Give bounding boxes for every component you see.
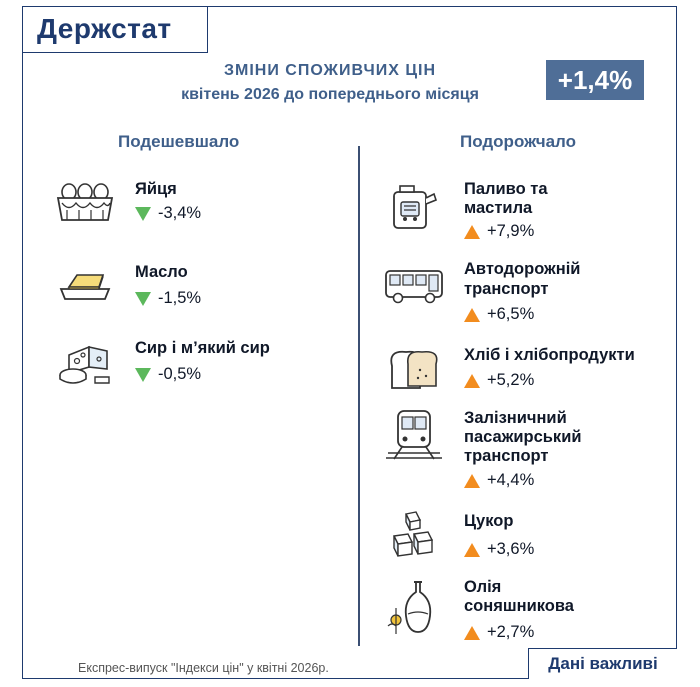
up-arrow-icon — [464, 625, 480, 640]
list-item-butter: Масло -1,5% — [55, 261, 315, 311]
down-arrow-icon — [135, 206, 151, 221]
item-value: -3,4% — [135, 204, 201, 223]
item-value: +7,9% — [464, 222, 534, 241]
right-column-heading: Подорожчало — [460, 132, 577, 151]
page-title: ЗМІНИ СПОЖИВЧИХ ЦІН — [223, 62, 437, 79]
infographic-frame — [22, 6, 677, 679]
item-value: +3,6% — [464, 540, 534, 559]
left-column-heading: Подешевшало — [118, 132, 240, 151]
item-name: Паливо та мастила — [464, 180, 548, 217]
total-change-badge: +1,4% — [546, 60, 644, 100]
up-arrow-icon — [464, 224, 480, 239]
item-value: +6,5% — [464, 305, 534, 324]
oil-icon — [384, 578, 444, 634]
sugar-icon — [384, 510, 444, 560]
cheese-icon — [55, 337, 115, 387]
list-item-train: Залізничний пасажирський транспорт +4,4% — [384, 409, 674, 491]
down-arrow-icon — [135, 291, 151, 306]
up-arrow-icon — [464, 373, 480, 388]
item-name: Олія соняшникова — [464, 578, 574, 615]
item-name: Масло — [135, 263, 188, 281]
list-item-oil: Олія соняшникова +2,7% — [384, 578, 674, 642]
down-arrow-icon — [135, 367, 151, 382]
list-item-cheese: Сир і м’який сир -0,5% — [55, 337, 325, 387]
item-value: -1,5% — [135, 289, 201, 308]
item-name: Цукор — [464, 512, 514, 530]
up-arrow-icon — [464, 542, 480, 557]
column-divider — [358, 146, 360, 646]
item-name: Залізничний пасажирський транспорт — [464, 409, 582, 465]
important-data-button[interactable]: Дані важливі — [528, 648, 677, 679]
train-icon — [384, 409, 444, 460]
list-item-bread: Хліб і хлібопродукти +5,2% — [384, 344, 684, 394]
footer-note: Експрес-випуск "Індекси цін" у квітні 20… — [78, 661, 329, 675]
item-value: +2,7% — [464, 623, 534, 642]
butter-icon — [55, 261, 115, 311]
eggs-icon — [55, 178, 115, 228]
item-value: +5,2% — [464, 371, 534, 390]
logo-box: Держстат — [22, 6, 208, 53]
up-arrow-icon — [464, 473, 480, 488]
item-value: -0,5% — [135, 365, 201, 384]
list-item-bus: Автодорожній транспорт +6,5% — [384, 259, 674, 323]
list-item-sugar: Цукор +3,6% — [384, 510, 674, 560]
logo: Держстат — [37, 13, 172, 44]
item-name: Хліб і хлібопродукти — [464, 346, 635, 364]
item-name: Сир і м’який сир — [135, 339, 270, 357]
list-item-eggs: Яйця -3,4% — [55, 178, 315, 228]
fuel-icon — [386, 182, 446, 232]
bus-icon — [384, 267, 444, 317]
up-arrow-icon — [464, 307, 480, 322]
item-name: Автодорожній транспорт — [464, 260, 581, 298]
item-value: +4,4% — [464, 471, 534, 490]
item-name: Яйця — [135, 180, 177, 198]
bread-icon — [384, 344, 444, 394]
page-subtitle: квітень 2026 до попереднього місяця — [181, 86, 479, 103]
list-item-fuel: Паливо та мастила +7,9% — [384, 180, 674, 244]
